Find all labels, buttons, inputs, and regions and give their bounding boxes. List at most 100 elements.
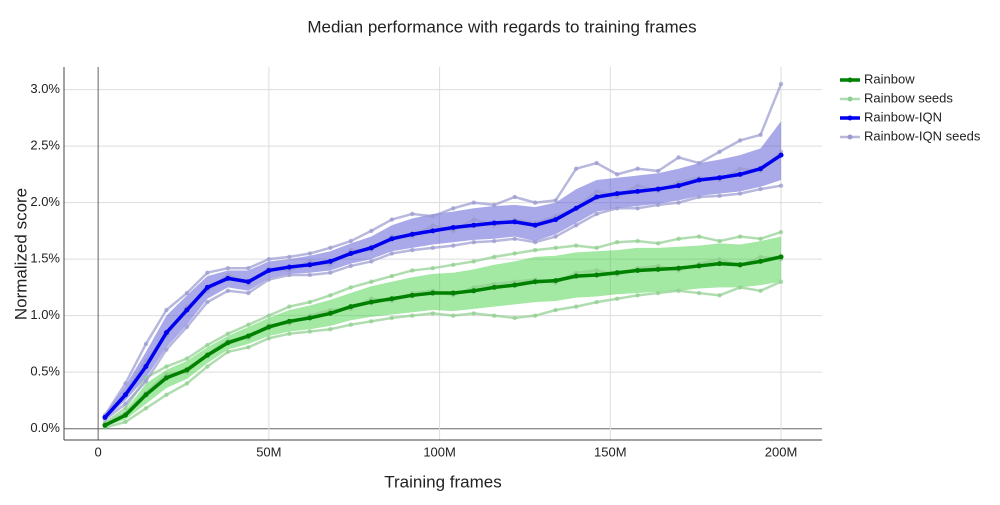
seed-line xyxy=(104,280,782,429)
seed-line-point xyxy=(430,311,435,316)
line-point xyxy=(573,273,579,279)
seed-line-point xyxy=(225,349,231,355)
y-tick-label: 0.5% xyxy=(30,364,60,379)
seed-line-point xyxy=(778,149,784,154)
x-tick-label: 0 xyxy=(95,444,102,459)
line-point xyxy=(696,177,702,183)
seed-line-point xyxy=(328,293,333,298)
line-point xyxy=(758,258,764,264)
seed-line-point xyxy=(430,223,435,228)
line-point xyxy=(553,217,559,223)
seed-line-point xyxy=(328,270,333,275)
seed-line-point xyxy=(164,392,169,397)
seed-line-point xyxy=(737,234,743,239)
y-tick-label: 1.0% xyxy=(30,307,60,322)
line-point xyxy=(717,261,723,267)
seed-line-point xyxy=(573,166,579,171)
line-point xyxy=(573,205,579,211)
legend-marker xyxy=(847,134,853,140)
seed-line-point xyxy=(184,290,190,296)
seed-line-point xyxy=(635,206,640,211)
line-point xyxy=(245,279,251,285)
line-point xyxy=(594,272,600,278)
seed-line-point xyxy=(205,364,210,369)
line-point xyxy=(778,254,784,260)
seed-line-point xyxy=(655,202,661,208)
seed-line-point xyxy=(430,245,435,251)
seed-line-point xyxy=(758,186,763,192)
seed-line-point xyxy=(205,270,210,275)
seed-line-point xyxy=(492,313,497,318)
seed-line xyxy=(104,230,782,425)
seed-line-point xyxy=(512,251,517,256)
line xyxy=(104,255,782,427)
line-point xyxy=(471,288,477,294)
line-point xyxy=(717,175,723,181)
line-point xyxy=(307,262,313,268)
seed-line-point xyxy=(389,273,394,279)
seed-line-point xyxy=(594,299,599,305)
seed-line-point xyxy=(696,194,702,200)
seed-line-point xyxy=(143,341,149,347)
seed-line-point xyxy=(389,217,394,222)
legend-marker xyxy=(847,115,853,121)
seed-line-point xyxy=(328,327,333,332)
seed-line-point xyxy=(430,214,435,219)
seed-line-point xyxy=(737,166,743,171)
x-tick-label: 50M xyxy=(256,444,281,459)
seed-line-point xyxy=(573,243,579,248)
seed-line-point xyxy=(778,279,784,284)
line-point xyxy=(327,310,333,316)
seed-line-point xyxy=(737,191,743,196)
line-point xyxy=(655,266,661,272)
line-point xyxy=(307,315,313,321)
seed-line-point xyxy=(512,194,517,200)
seed-line-point xyxy=(532,200,538,205)
seed-line-point xyxy=(369,296,374,301)
seed-line-point xyxy=(553,307,558,313)
seed-line-point xyxy=(287,331,292,336)
seed-line-point xyxy=(451,243,456,248)
seed-line-point xyxy=(225,272,231,278)
seed-line-point xyxy=(348,247,354,253)
line-point xyxy=(491,284,497,290)
seed-line-point xyxy=(307,259,313,264)
seed-line-point xyxy=(246,345,251,350)
y-tick-label: 3.0% xyxy=(30,81,60,96)
seed-line-point xyxy=(471,217,476,222)
seed-line-point xyxy=(369,228,374,234)
line-point xyxy=(409,292,415,298)
seed-line-point xyxy=(307,272,313,278)
line-point xyxy=(122,392,128,398)
seed-line-point xyxy=(471,285,476,290)
line-point xyxy=(471,222,477,228)
legend-label: Rainbow-IQN seeds xyxy=(864,128,981,143)
seed-line-point xyxy=(594,245,599,251)
line-point xyxy=(122,412,128,418)
seed-line-point xyxy=(369,319,374,324)
seed-line-point xyxy=(348,263,354,269)
x-axis-label: Training frames xyxy=(384,472,501,491)
seed-line-point xyxy=(266,313,272,318)
seed-line-point xyxy=(287,268,292,273)
seed-line-point xyxy=(532,239,538,245)
line-point xyxy=(594,194,600,200)
y-tick-label: 2.0% xyxy=(30,194,60,209)
seed-line-point xyxy=(696,290,702,296)
line-point xyxy=(676,183,682,189)
seed-line-point xyxy=(225,265,231,271)
seed-line-point xyxy=(389,251,394,256)
chart-title: Median performance with regards to train… xyxy=(307,17,696,36)
seed-line-point xyxy=(123,406,128,411)
seed-line-point xyxy=(676,180,681,185)
seed-line-point xyxy=(492,202,497,208)
line-point xyxy=(491,220,497,226)
seed-line-point xyxy=(246,322,251,327)
line-point xyxy=(512,282,518,288)
line-point xyxy=(184,307,190,313)
seed-line-point xyxy=(758,132,763,138)
seed-line-point xyxy=(451,313,456,318)
seed-line-point xyxy=(389,315,394,321)
line-point xyxy=(102,414,108,420)
